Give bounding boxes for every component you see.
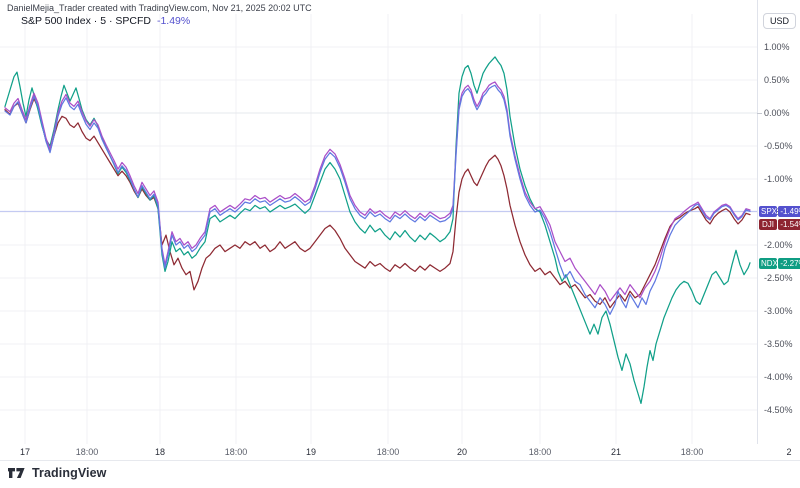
series-line-SPX[interactable] <box>4 84 751 315</box>
time-scale-label: 21 <box>610 447 622 457</box>
price-scale-label: -2.00% <box>764 240 793 250</box>
price-scale-label: 0.00% <box>764 108 790 118</box>
time-scale-label: 18:00 <box>680 447 704 457</box>
price-scale-label: -3.00% <box>764 306 793 316</box>
price-badge-ndx: NDX-2.27% <box>759 257 800 269</box>
price-scale-label: 1.00% <box>764 42 790 52</box>
badge-value-label: -1.49% <box>778 205 800 217</box>
time-scale-label: 20 <box>456 447 468 457</box>
time-scale-label: 18 <box>154 447 166 457</box>
symbol-legend[interactable]: S&P 500 Index · 5 · SPCFD -1.49% <box>21 15 190 27</box>
price-badge-spx: SPX-1.49% <box>759 205 800 217</box>
price-scale-label: -4.50% <box>764 405 793 415</box>
time-scale-label: 2 <box>786 447 792 457</box>
price-scale-label: -1.00% <box>764 174 793 184</box>
footer-bar: TradingView <box>0 460 800 488</box>
price-scale-label: -3.50% <box>764 339 793 349</box>
price-scale-label: -0.50% <box>764 141 793 151</box>
price-scale-label: -4.00% <box>764 372 793 382</box>
attribution-text: DanielMejia_Trader created with TradingV… <box>7 3 312 13</box>
badge-symbol-label: SPX <box>759 205 778 217</box>
legend-change-value: -1.49% <box>156 15 191 27</box>
zero-tick-mark <box>757 113 762 114</box>
time-scale-label: 18:00 <box>528 447 552 457</box>
tradingview-logo-link[interactable]: TradingView <box>8 466 107 480</box>
currency-unit-button[interactable]: USD <box>763 13 797 29</box>
time-scale-panel[interactable]: 17 18:00 18 18:00 19 18:00 20 18:00 21 18:00 2 <box>0 444 800 460</box>
chart-plot-area[interactable] <box>0 0 800 444</box>
time-scale-label: 17 <box>19 447 31 457</box>
price-scale-label: -2.50% <box>764 273 793 283</box>
series-line-NDX[interactable] <box>4 56 751 405</box>
time-scale-label: 18:00 <box>376 447 400 457</box>
badge-value-label: -2.27% <box>778 257 800 269</box>
tradingview-logo-text: TradingView <box>32 466 107 480</box>
time-scale-label: 18:00 <box>224 447 248 457</box>
price-scale-label: 0.50% <box>764 75 790 85</box>
badge-symbol-label: NDX <box>759 257 778 269</box>
badge-symbol-label: DJI <box>759 218 777 230</box>
badge-value-label: -1.54% <box>778 218 800 230</box>
series-line-DJI[interactable] <box>4 97 751 309</box>
time-scale-label: 19 <box>305 447 317 457</box>
legend-symbol-title: S&P 500 Index · 5 · SPCFD <box>21 15 151 27</box>
series-line-unlabeled[interactable] <box>4 81 751 302</box>
time-scale-label: 18:00 <box>75 447 99 457</box>
price-badge-dji: DJI-1.54% <box>759 218 800 230</box>
tradingview-logo-icon <box>8 468 25 478</box>
price-scale-panel[interactable]: USD 1.00%0.50%0.00%-0.50%-1.00%-1.50%-2.… <box>757 0 800 444</box>
